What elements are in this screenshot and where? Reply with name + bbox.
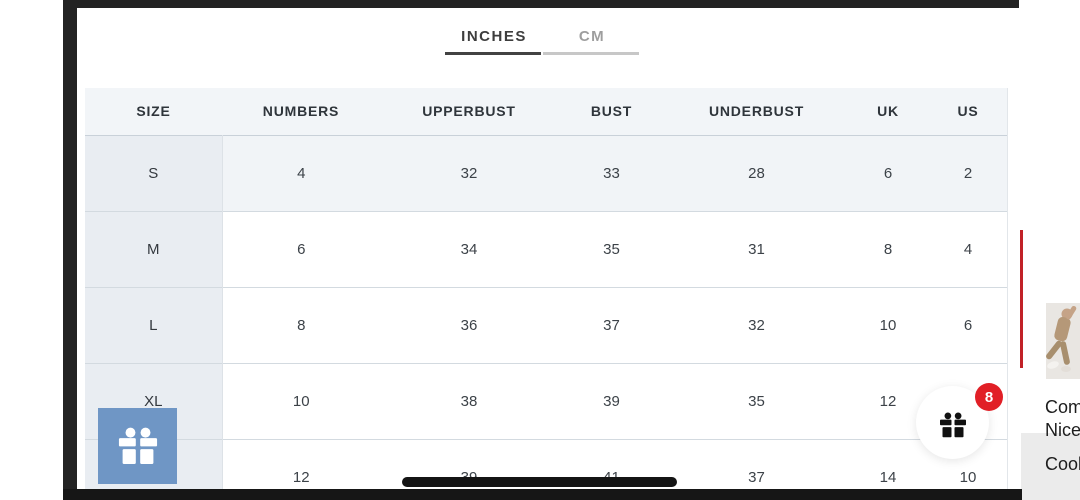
- horizontal-scrollbar[interactable]: [402, 477, 677, 487]
- us-cell: 6: [963, 316, 973, 334]
- upperbust-cell: 34: [460, 240, 478, 258]
- underbust-cell: 31: [748, 240, 765, 258]
- screen-frame-left: [63, 0, 77, 500]
- table-row: XL 10 38 39 35 12: [85, 363, 1007, 439]
- table-row: M 6 34 35 31 8 4: [85, 211, 1007, 287]
- tab-cm[interactable]: CM: [578, 28, 606, 45]
- numbers-cell: 8: [297, 316, 306, 334]
- red-scroll-marker: [1020, 230, 1023, 368]
- underbust-cell: 28: [665, 135, 848, 211]
- underbust-cell: 35: [748, 392, 765, 410]
- numbers-cell: 12: [292, 468, 310, 486]
- tab-inches[interactable]: INCHES: [461, 28, 527, 45]
- size-cell: S: [85, 135, 223, 211]
- table-row: S 4 32 33 28 6 2: [85, 135, 1007, 211]
- column-header-underbust: UNDERBUST: [708, 103, 805, 120]
- size-cell: L: [85, 287, 223, 363]
- side-panel: [1021, 433, 1080, 500]
- screen-frame-top: [63, 0, 1019, 8]
- bust-cell: 35: [603, 240, 620, 258]
- us-cell: 10: [959, 468, 977, 486]
- side-panel-item[interactable]: Com: [1045, 397, 1080, 417]
- numbers-cell: 6: [297, 240, 306, 258]
- uk-cell: 8: [883, 240, 893, 258]
- gift-icon: [938, 406, 968, 440]
- side-panel-item[interactable]: Cool: [1045, 454, 1080, 474]
- underbust-cell: 32: [748, 316, 765, 334]
- side-panel-item[interactable]: Nice: [1045, 420, 1080, 440]
- bust-cell: 37: [603, 316, 620, 334]
- size-cell: M: [85, 211, 223, 287]
- uk-cell: 6: [848, 135, 928, 211]
- us-cell: 2: [928, 135, 1007, 211]
- table-header-row: SIZE NUMBERS UPPERBUST BUST UNDERBUST UK…: [85, 88, 1007, 135]
- us-cell: 4: [963, 240, 973, 258]
- size-cell: XL: [85, 363, 223, 439]
- upperbust-cell: 32: [380, 135, 558, 211]
- numbers-cell: 10: [292, 392, 310, 410]
- column-header-uk: UK: [877, 103, 899, 120]
- bust-cell: 33: [558, 135, 665, 211]
- numbers-cell: 4: [222, 135, 380, 211]
- tab-inches-underline: [445, 52, 541, 55]
- tab-cm-underline: [543, 52, 639, 55]
- product-thumbnail[interactable]: [1046, 303, 1080, 379]
- upperbust-cell: 36: [460, 316, 478, 334]
- notification-badge: 8: [975, 383, 1003, 411]
- table-row: L 8 36 37 32 10 6: [85, 287, 1007, 363]
- gift-icon: [116, 424, 160, 468]
- screen-frame-bottom: [63, 489, 1022, 500]
- underbust-cell: 37: [748, 468, 765, 486]
- uk-cell: 12: [879, 392, 897, 410]
- column-header-us: US: [957, 103, 979, 120]
- size-chart-table: SIZE NUMBERS UPPERBUST BUST UNDERBUST UK…: [85, 88, 1008, 489]
- gift-promo-button[interactable]: [98, 408, 177, 484]
- column-header-upperbust: UPPERBUST: [422, 103, 516, 120]
- bust-cell: 39: [603, 392, 620, 410]
- column-header-bust: BUST: [590, 103, 633, 120]
- uk-cell: 10: [879, 316, 897, 334]
- column-header-numbers: NUMBERS: [262, 103, 340, 120]
- column-header-size: SIZE: [136, 103, 171, 120]
- upperbust-cell: 38: [460, 392, 478, 410]
- uk-cell: 14: [879, 468, 897, 486]
